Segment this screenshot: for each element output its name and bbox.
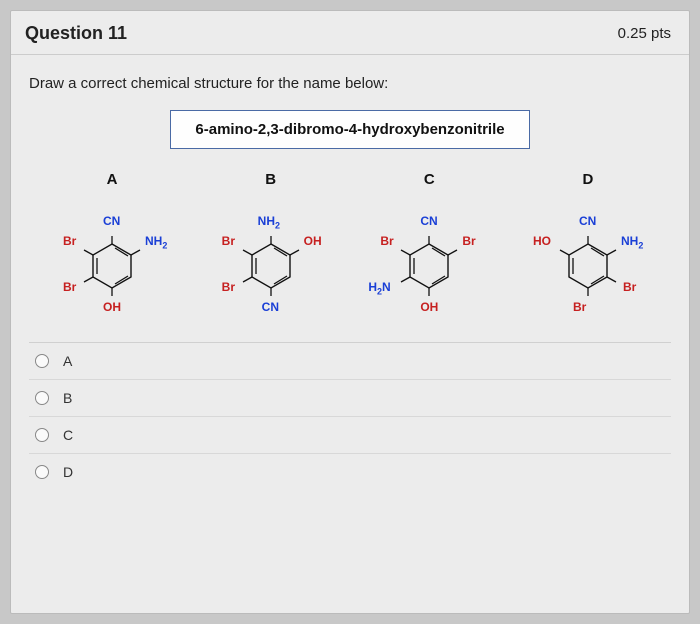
sub-br: Br: [623, 280, 636, 294]
option-d[interactable]: D: [29, 454, 671, 490]
radio-icon[interactable]: [35, 354, 49, 368]
compound-name-box: 6-amino-2,3-dibromo-4-hydroxybenzonitril…: [170, 110, 529, 149]
sub-cn: CN: [262, 300, 279, 314]
structure-a: A CN NH2 Br: [37, 171, 187, 326]
sub-nh2: NH2: [621, 234, 643, 250]
sub-h2n: H2N: [368, 280, 390, 296]
sub-nh2: NH2: [145, 234, 167, 250]
structure-row: A CN NH2 Br: [29, 171, 671, 326]
molecule-a: CN NH2 Br Br OH: [37, 206, 187, 326]
structure-d-label: D: [583, 171, 594, 188]
option-b[interactable]: B: [29, 380, 671, 417]
option-label: B: [63, 390, 72, 406]
question-prompt: Draw a correct chemical structure for th…: [29, 75, 671, 92]
molecule-b: NH2 OH Br Br CN: [196, 206, 346, 326]
question-header: Question 11 0.25 pts: [11, 11, 689, 55]
sub-br: Br: [63, 280, 76, 294]
option-a[interactable]: A: [29, 343, 671, 380]
answer-options: A B C D: [29, 342, 671, 490]
sub-br: Br: [222, 280, 235, 294]
structure-c: C CN Br Br H: [354, 171, 504, 326]
structure-b: B NH2 OH Br: [196, 171, 346, 326]
structure-c-label: C: [424, 171, 435, 188]
molecule-d: CN NH2 HO Br Br: [513, 206, 663, 326]
radio-icon[interactable]: [35, 428, 49, 442]
sub-oh: OH: [103, 300, 121, 314]
option-label: D: [63, 464, 73, 480]
question-points: 0.25 pts: [618, 25, 671, 42]
benzene-ring-icon: [399, 236, 459, 296]
sub-cn: CN: [420, 214, 437, 228]
sub-oh: OH: [420, 300, 438, 314]
structure-d: D CN NH2 HO: [513, 171, 663, 326]
molecule-c: CN Br Br H2N OH: [354, 206, 504, 326]
structure-a-label: A: [107, 171, 118, 188]
sub-br: Br: [462, 234, 475, 248]
sub-ho: HO: [533, 234, 551, 248]
sub-br: Br: [63, 234, 76, 248]
structure-b-label: B: [265, 171, 276, 188]
benzene-ring-icon: [558, 236, 618, 296]
sub-cn: CN: [103, 214, 120, 228]
benzene-ring-icon: [241, 236, 301, 296]
option-label: C: [63, 427, 73, 443]
sub-br: Br: [380, 234, 393, 248]
radio-icon[interactable]: [35, 391, 49, 405]
benzene-ring-icon: [82, 236, 142, 296]
question-body: Draw a correct chemical structure for th…: [11, 55, 689, 613]
sub-br: Br: [573, 300, 586, 314]
sub-cn: CN: [579, 214, 596, 228]
option-c[interactable]: C: [29, 417, 671, 454]
option-label: A: [63, 353, 72, 369]
sub-br: Br: [222, 234, 235, 248]
question-title: Question 11: [25, 23, 127, 44]
question-card: Question 11 0.25 pts Draw a correct chem…: [10, 10, 690, 614]
sub-oh: OH: [304, 234, 322, 248]
sub-nh2: NH2: [258, 214, 280, 230]
radio-icon[interactable]: [35, 465, 49, 479]
